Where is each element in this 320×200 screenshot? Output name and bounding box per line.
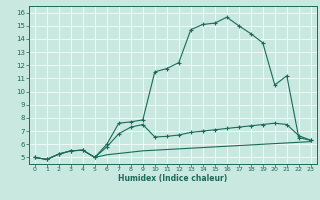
X-axis label: Humidex (Indice chaleur): Humidex (Indice chaleur) — [118, 174, 228, 183]
